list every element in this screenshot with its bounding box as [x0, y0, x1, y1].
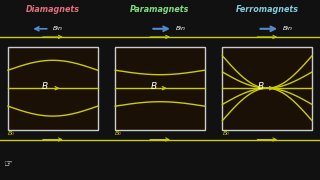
- Bar: [222, 47, 312, 130]
- Text: B₀: B₀: [222, 131, 229, 136]
- Bar: [8, 47, 98, 130]
- Text: Bin: Bin: [53, 26, 63, 31]
- Text: B: B: [42, 82, 48, 91]
- Text: B: B: [258, 82, 264, 91]
- Text: Bin: Bin: [176, 26, 186, 31]
- Text: B₀: B₀: [8, 131, 15, 136]
- Text: Bin: Bin: [283, 26, 293, 31]
- Bar: [115, 47, 205, 130]
- Text: Ferromagnets: Ferromagnets: [236, 5, 299, 14]
- Text: Diamagnets: Diamagnets: [26, 5, 80, 14]
- Text: ☞: ☞: [4, 159, 12, 169]
- Text: B₀: B₀: [115, 131, 122, 136]
- Text: B: B: [150, 82, 157, 91]
- Text: Paramagnets: Paramagnets: [130, 5, 190, 14]
